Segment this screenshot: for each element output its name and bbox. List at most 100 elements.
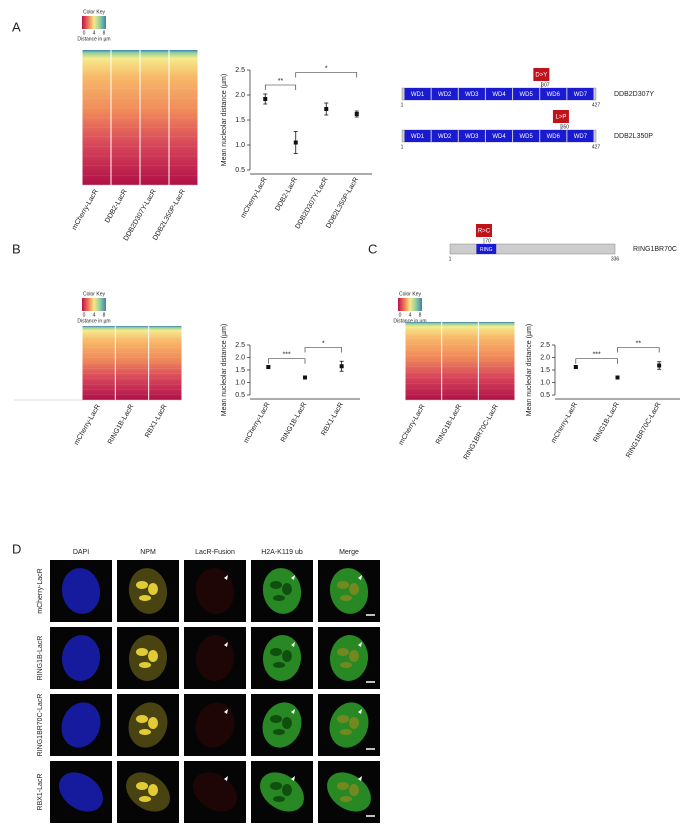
color-key-label: Distance in µm [393, 318, 426, 324]
domain-label: WD4 [492, 134, 506, 140]
protein-bar [449, 243, 616, 255]
nucleolus [270, 648, 282, 656]
nucleus [329, 635, 369, 681]
y-axis-label: Mean nucleolar distance (µm) [526, 324, 533, 416]
domain-label: WD7 [574, 92, 588, 98]
arrowhead [224, 642, 228, 647]
mutation-label: D>Y [535, 73, 547, 79]
significance-label: ** [278, 78, 284, 85]
nucleolus [136, 648, 148, 656]
arrowhead [358, 575, 362, 580]
nucleus [128, 702, 168, 748]
nucleolus [273, 796, 285, 802]
domain-label: WD2 [438, 92, 452, 98]
nucleus [61, 635, 101, 681]
column-header: Merge [339, 549, 359, 556]
y-tick-label: 2.5 [540, 342, 550, 349]
significance-label: * [322, 340, 325, 347]
y-tick-label: 1.5 [540, 367, 550, 374]
point [573, 365, 578, 369]
y-axis-label: Mean nucleolar distance (µm) [221, 324, 228, 416]
nucleolus [337, 715, 349, 723]
x-tick-label: mCherry-LacR [550, 401, 579, 444]
heatmap-label: RING1BR70C-LacR [463, 403, 500, 461]
domain [404, 88, 431, 100]
protein-name: DDB2D307Y [614, 91, 654, 98]
domain [458, 88, 485, 100]
domain-label: WD7 [574, 134, 588, 140]
nucleolus [349, 784, 359, 796]
nucleolus [136, 581, 148, 589]
heatmap-label: RBX1-LacR [144, 403, 169, 439]
color-key-bar [398, 298, 422, 311]
y-tick-label: 1.0 [235, 142, 245, 149]
heatmap-label: DDB2-LacR [104, 188, 129, 224]
protein-start: 1 [401, 144, 404, 150]
mutation-box [552, 110, 569, 123]
nucleolus [337, 648, 349, 656]
micrograph [117, 694, 179, 756]
significance-bracket [575, 358, 618, 364]
arrowhead [224, 575, 228, 580]
y-tick-label: 2.5 [235, 342, 245, 349]
arrowhead [224, 709, 228, 714]
domain-label: WD3 [465, 92, 479, 98]
mutation-position: 70 [485, 238, 491, 244]
nucleolus [337, 782, 349, 790]
nucleolus [270, 782, 282, 790]
x-tick-label: RBX1-LacR [320, 401, 345, 437]
nucleolus [349, 717, 359, 729]
protein-start: 1 [449, 256, 452, 262]
nucleolus [282, 650, 292, 662]
y-tick-label: 0.5 [235, 167, 245, 174]
row-label: RING1BR70C-LacR [37, 694, 44, 757]
heatmap-column [140, 50, 169, 185]
heatmap-column [115, 326, 149, 400]
point [615, 375, 620, 380]
domain [476, 244, 497, 254]
panel-label: D [12, 541, 21, 556]
nucleus [262, 568, 302, 614]
nucleus [195, 568, 235, 614]
domain [431, 88, 458, 100]
nucleolus [282, 784, 292, 796]
domain [513, 88, 540, 100]
significance-bracket [295, 72, 358, 78]
color-key-tick: 0 [399, 312, 402, 318]
nucleolus [139, 729, 151, 735]
nucleolus [148, 650, 158, 662]
heatmap-label: mCherry-LacR [71, 188, 100, 231]
arrowhead [358, 776, 362, 781]
nucleus [126, 772, 170, 812]
heatmap-column [82, 50, 111, 185]
row-label: RING1B-LacR [37, 636, 44, 681]
domain-label: RING [480, 247, 493, 253]
nucleolus [349, 583, 359, 595]
y-tick-label: 0.5 [540, 392, 550, 399]
domain [513, 130, 540, 142]
heatmap-column [442, 322, 478, 400]
mutation-position: 307 [541, 82, 550, 88]
domain-label: WD1 [411, 134, 425, 140]
column-header: NPM [140, 549, 156, 556]
color-key-tick: 4 [93, 312, 96, 318]
nucleolus [139, 796, 151, 802]
nucleus [262, 635, 302, 681]
point [263, 97, 268, 101]
row-label: mCherry-LacR [37, 568, 44, 614]
panel-label: C [368, 241, 377, 256]
column-header: DAPI [73, 549, 89, 556]
significance-bracket [264, 84, 297, 90]
nucleolus [282, 583, 292, 595]
arrowhead [291, 642, 295, 647]
y-tick-label: 1.0 [235, 379, 245, 386]
heatmap-label: RING1B-LacR [435, 403, 463, 445]
column-header: H2A-K119 ub [261, 549, 303, 556]
mutation-label: R>C [478, 229, 491, 235]
protein-end: 336 [611, 256, 620, 262]
nucleolus [136, 715, 148, 723]
nucleolus [349, 650, 359, 662]
point [657, 363, 662, 368]
x-tick-label: RING1BR70C-LacR [625, 401, 662, 459]
